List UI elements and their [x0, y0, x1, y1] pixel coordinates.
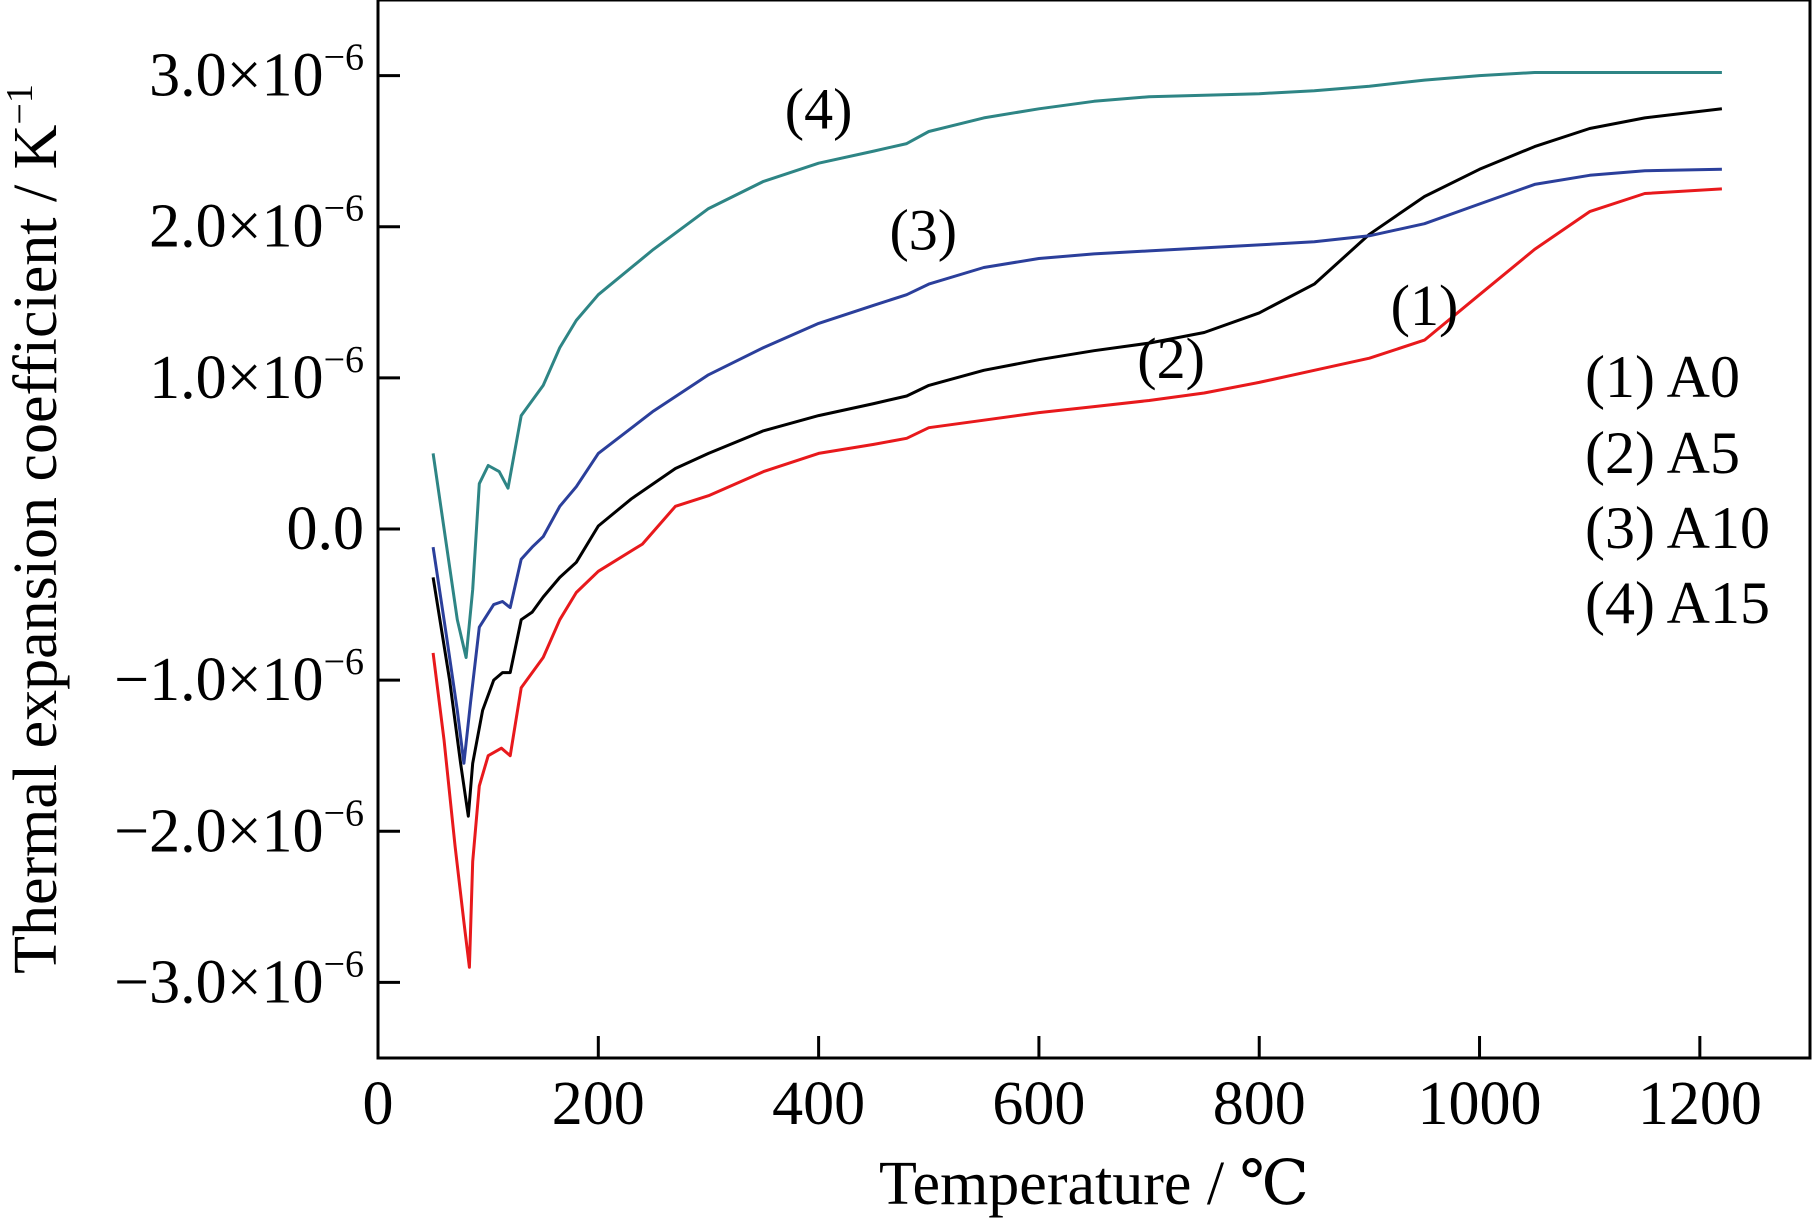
- series-line-3: [431, 167, 1722, 765]
- y-tick-label: −3.0×10−6: [114, 943, 364, 1016]
- y-tick-label: −1.0×10−6: [114, 641, 364, 714]
- x-axis-ticks: 0 200 400 600 800 1000 1200: [363, 1036, 1762, 1138]
- y-axis-ticks: 3.0×10−6 2.0×10−6 1.0×10−6 0.0 −1.0×10−6 −2.0…: [114, 37, 400, 1016]
- curve-label-4: (4): [785, 76, 853, 141]
- curve-label-2: (2): [1137, 326, 1205, 391]
- x-tick-label: 800: [1213, 1070, 1306, 1138]
- series-line-4: [431, 71, 1722, 659]
- x-tick-label: 200: [552, 1070, 645, 1138]
- y-tick-label: 0.0: [287, 495, 365, 563]
- y-tick-label: 2.0×10−6: [149, 188, 364, 261]
- legend: (1) A0 (2) A5 (3) A10 (4) A15: [1585, 344, 1770, 636]
- x-tick-label: 400: [772, 1070, 865, 1138]
- y-tick-label: −2.0×10−6: [114, 792, 364, 865]
- y-tick-label: 3.0×10−6: [149, 37, 364, 110]
- series-lines: [431, 71, 1723, 969]
- curve-labels: (1) (2) (3) (4): [785, 76, 1458, 390]
- y-axis-title-exponent: −1: [0, 84, 41, 124]
- curve-label-1: (1): [1391, 273, 1459, 338]
- legend-item-a10: (3) A10: [1585, 495, 1770, 561]
- y-tick-label: 1.0×10−6: [149, 339, 364, 412]
- x-tick-label: 600: [992, 1070, 1085, 1138]
- x-tick-label: 1200: [1638, 1070, 1762, 1138]
- y-axis-title-text: Thermal expansion coefficient / K: [2, 124, 70, 974]
- legend-item-a15: (4) A15: [1585, 570, 1770, 636]
- curve-label-3: (3): [889, 197, 957, 262]
- series-line-2: [431, 187, 1722, 969]
- legend-item-a0: (1) A0: [1585, 344, 1740, 410]
- legend-item-a5: (2) A5: [1585, 420, 1740, 486]
- y-axis-title: Thermal expansion coefficient / K−1: [0, 84, 70, 974]
- x-axis-title: Temperature / ℃: [879, 1150, 1309, 1218]
- x-tick-label: 1000: [1418, 1070, 1542, 1138]
- series-line-1: [431, 107, 1723, 818]
- x-tick-label: 0: [363, 1070, 394, 1138]
